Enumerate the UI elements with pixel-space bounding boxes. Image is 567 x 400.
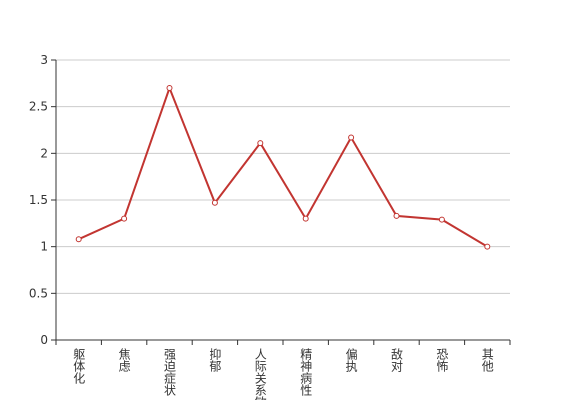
point [75, 236, 82, 243]
point [393, 212, 400, 219]
x-tick-label: 敌对 [390, 347, 404, 372]
point [302, 215, 309, 222]
point [166, 85, 173, 91]
x-tick-label: 精神病性 [299, 348, 313, 397]
point [211, 199, 218, 206]
y-tick-label: 3 [40, 53, 48, 67]
y-tick-label: 2.5 [29, 100, 48, 114]
x-tick-label: 焦虑 [117, 348, 131, 372]
point [348, 134, 355, 141]
point [257, 140, 264, 147]
point [438, 216, 445, 223]
x-tick-label: 恐怖 [435, 348, 449, 372]
y-tick-label: 1 [40, 240, 48, 254]
line [78, 85, 488, 248]
y-tick-label: 0.5 [29, 286, 48, 300]
x-tick-label: 躯体化 [72, 347, 86, 385]
point [121, 215, 128, 222]
y-tick-label: 1.5 [29, 193, 48, 207]
x-tick-label: 强迫症状 [163, 348, 177, 396]
point [484, 243, 491, 250]
x-tick-label: 偏执 [344, 347, 358, 373]
y-tick-label: 2 [40, 146, 48, 160]
y-tick-label: 0 [40, 333, 48, 347]
x-tick-label: 抑郁 [208, 347, 222, 373]
x-tick-label: 人际关系敏感 [253, 348, 267, 400]
x-tick-label: 其他 [480, 348, 494, 372]
